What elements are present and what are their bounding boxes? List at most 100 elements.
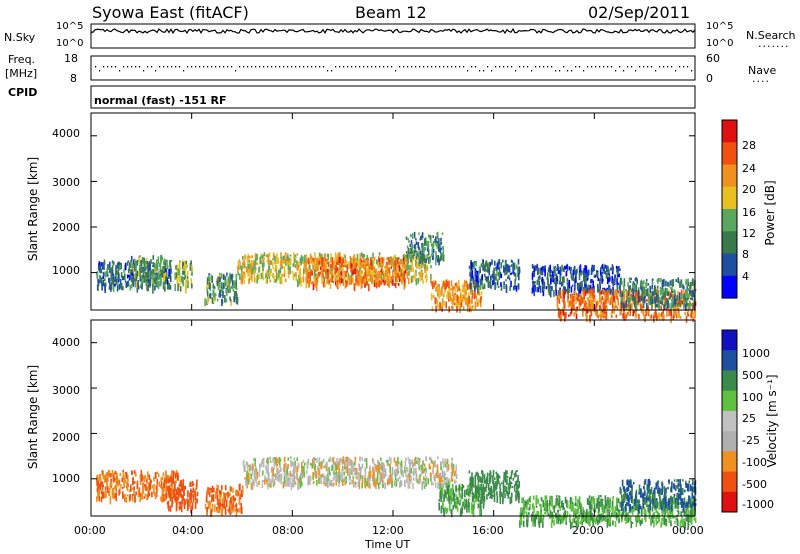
vel-cb-tick-500: 500 xyxy=(742,369,763,382)
power-echo-point xyxy=(361,278,364,281)
power-echo-point xyxy=(166,259,168,266)
velocity-echo-point xyxy=(97,490,99,494)
power-echo-point xyxy=(321,265,323,273)
power-echo-point xyxy=(165,278,167,281)
power-echo-point xyxy=(321,273,324,281)
power-echo-point xyxy=(685,279,687,285)
power-echo-point xyxy=(156,275,158,282)
velocity-echo-point xyxy=(290,456,292,459)
power-echo-point xyxy=(583,268,585,274)
power-echo-point xyxy=(418,246,420,250)
power-echo-point xyxy=(645,281,648,287)
velocity-echo-point xyxy=(218,506,221,513)
power-echo-point xyxy=(589,284,592,292)
power-echo-point xyxy=(623,315,625,321)
power-echo-point xyxy=(236,297,239,304)
power-echo-point xyxy=(430,273,432,279)
power-echo-point xyxy=(340,264,342,271)
xtick-2: 08:00 xyxy=(272,524,304,537)
power-echo-point xyxy=(342,278,344,284)
velocity-echo-point xyxy=(296,457,298,462)
power-echo-point xyxy=(354,269,357,276)
velocity-echo-point xyxy=(166,501,169,505)
velocity-echo-point xyxy=(393,469,396,474)
velocity-echo-point xyxy=(445,509,447,514)
velocity-echo-point xyxy=(171,477,174,482)
velocity-echo-point xyxy=(521,498,523,504)
power-echo-point xyxy=(632,283,634,290)
power-echo-point xyxy=(312,284,315,290)
velocity-echo-point xyxy=(470,477,473,481)
velocity-echo-point xyxy=(259,463,261,472)
power-echo-point xyxy=(487,269,489,273)
power-echo-point xyxy=(453,302,456,306)
power-echo-point xyxy=(512,262,515,267)
power-cb-tick-16: 16 xyxy=(742,206,756,219)
power-echo-point xyxy=(645,279,648,282)
power-echo-point xyxy=(573,302,575,309)
velocity-echo-point xyxy=(240,509,243,514)
power-echo-point xyxy=(252,267,254,273)
power-echo-point xyxy=(220,281,222,290)
velocity-echo-point xyxy=(160,496,162,502)
velocity-echo-point xyxy=(298,463,300,469)
power-echo-point xyxy=(651,279,654,286)
power-echo-point xyxy=(540,268,542,275)
velocity-echo-point xyxy=(385,459,388,463)
power-echo-point xyxy=(403,262,405,267)
power-echo-point xyxy=(336,260,338,265)
power-echo-point xyxy=(618,266,620,271)
power-echo-point xyxy=(229,288,231,293)
power-echo-point xyxy=(443,281,445,287)
velocity-echo-point xyxy=(467,499,470,506)
power-echo-point xyxy=(410,276,413,284)
velocity-echo-point xyxy=(235,489,238,495)
power-echo-point xyxy=(164,261,166,269)
power-echo-point xyxy=(469,278,472,284)
power-echo-point xyxy=(473,293,476,300)
power-echo-point xyxy=(394,271,397,278)
power-echo-point xyxy=(140,276,142,282)
power-echo-point xyxy=(619,307,622,316)
power-echo-point xyxy=(229,276,231,284)
velocity-echo-point xyxy=(291,473,294,478)
power-echo-point xyxy=(138,269,141,277)
velocity-echo-point xyxy=(171,490,173,499)
power-echo-point xyxy=(295,272,297,276)
velocity-echo-point xyxy=(205,496,208,503)
velocity-echo-point xyxy=(511,486,514,489)
power-echo-point xyxy=(415,251,418,256)
power-echo-point xyxy=(498,266,500,270)
power-echo-point xyxy=(471,295,474,299)
power-echo-point xyxy=(547,278,549,286)
power-echo-point xyxy=(207,276,209,281)
power-echo-point xyxy=(239,261,241,268)
velocity-echo-point xyxy=(472,477,474,484)
power-echo-point xyxy=(396,277,399,281)
power-echo-point xyxy=(673,289,676,295)
velocity-echo-point xyxy=(114,470,117,474)
velocity-echo-point xyxy=(387,479,389,486)
velocity-echo-point xyxy=(179,505,182,510)
power-echo-point xyxy=(162,269,165,272)
power-echo-point xyxy=(331,264,334,272)
velocity-echo-point xyxy=(474,474,477,481)
power-echo-point xyxy=(470,260,472,264)
power-echo-point xyxy=(600,272,602,278)
velocity-echo-point xyxy=(273,479,275,484)
power-echo-point xyxy=(285,258,287,266)
power-echo-point xyxy=(393,265,396,272)
power-echo-point xyxy=(321,275,323,278)
power-echo-point xyxy=(161,269,164,278)
power-cb-tick-4: 4 xyxy=(742,270,749,283)
power-echo-point xyxy=(270,260,272,264)
power-echo-point xyxy=(683,292,686,299)
power-echo-point xyxy=(133,266,135,272)
power-echo-point xyxy=(646,299,648,302)
velocity-echo-point xyxy=(422,470,425,474)
velocity-echo-point xyxy=(440,467,442,470)
velocity-echo-point xyxy=(211,494,213,503)
velocity-echo-point xyxy=(395,461,397,467)
velocity-echo-point xyxy=(379,466,382,470)
power-echo-point xyxy=(359,253,362,261)
